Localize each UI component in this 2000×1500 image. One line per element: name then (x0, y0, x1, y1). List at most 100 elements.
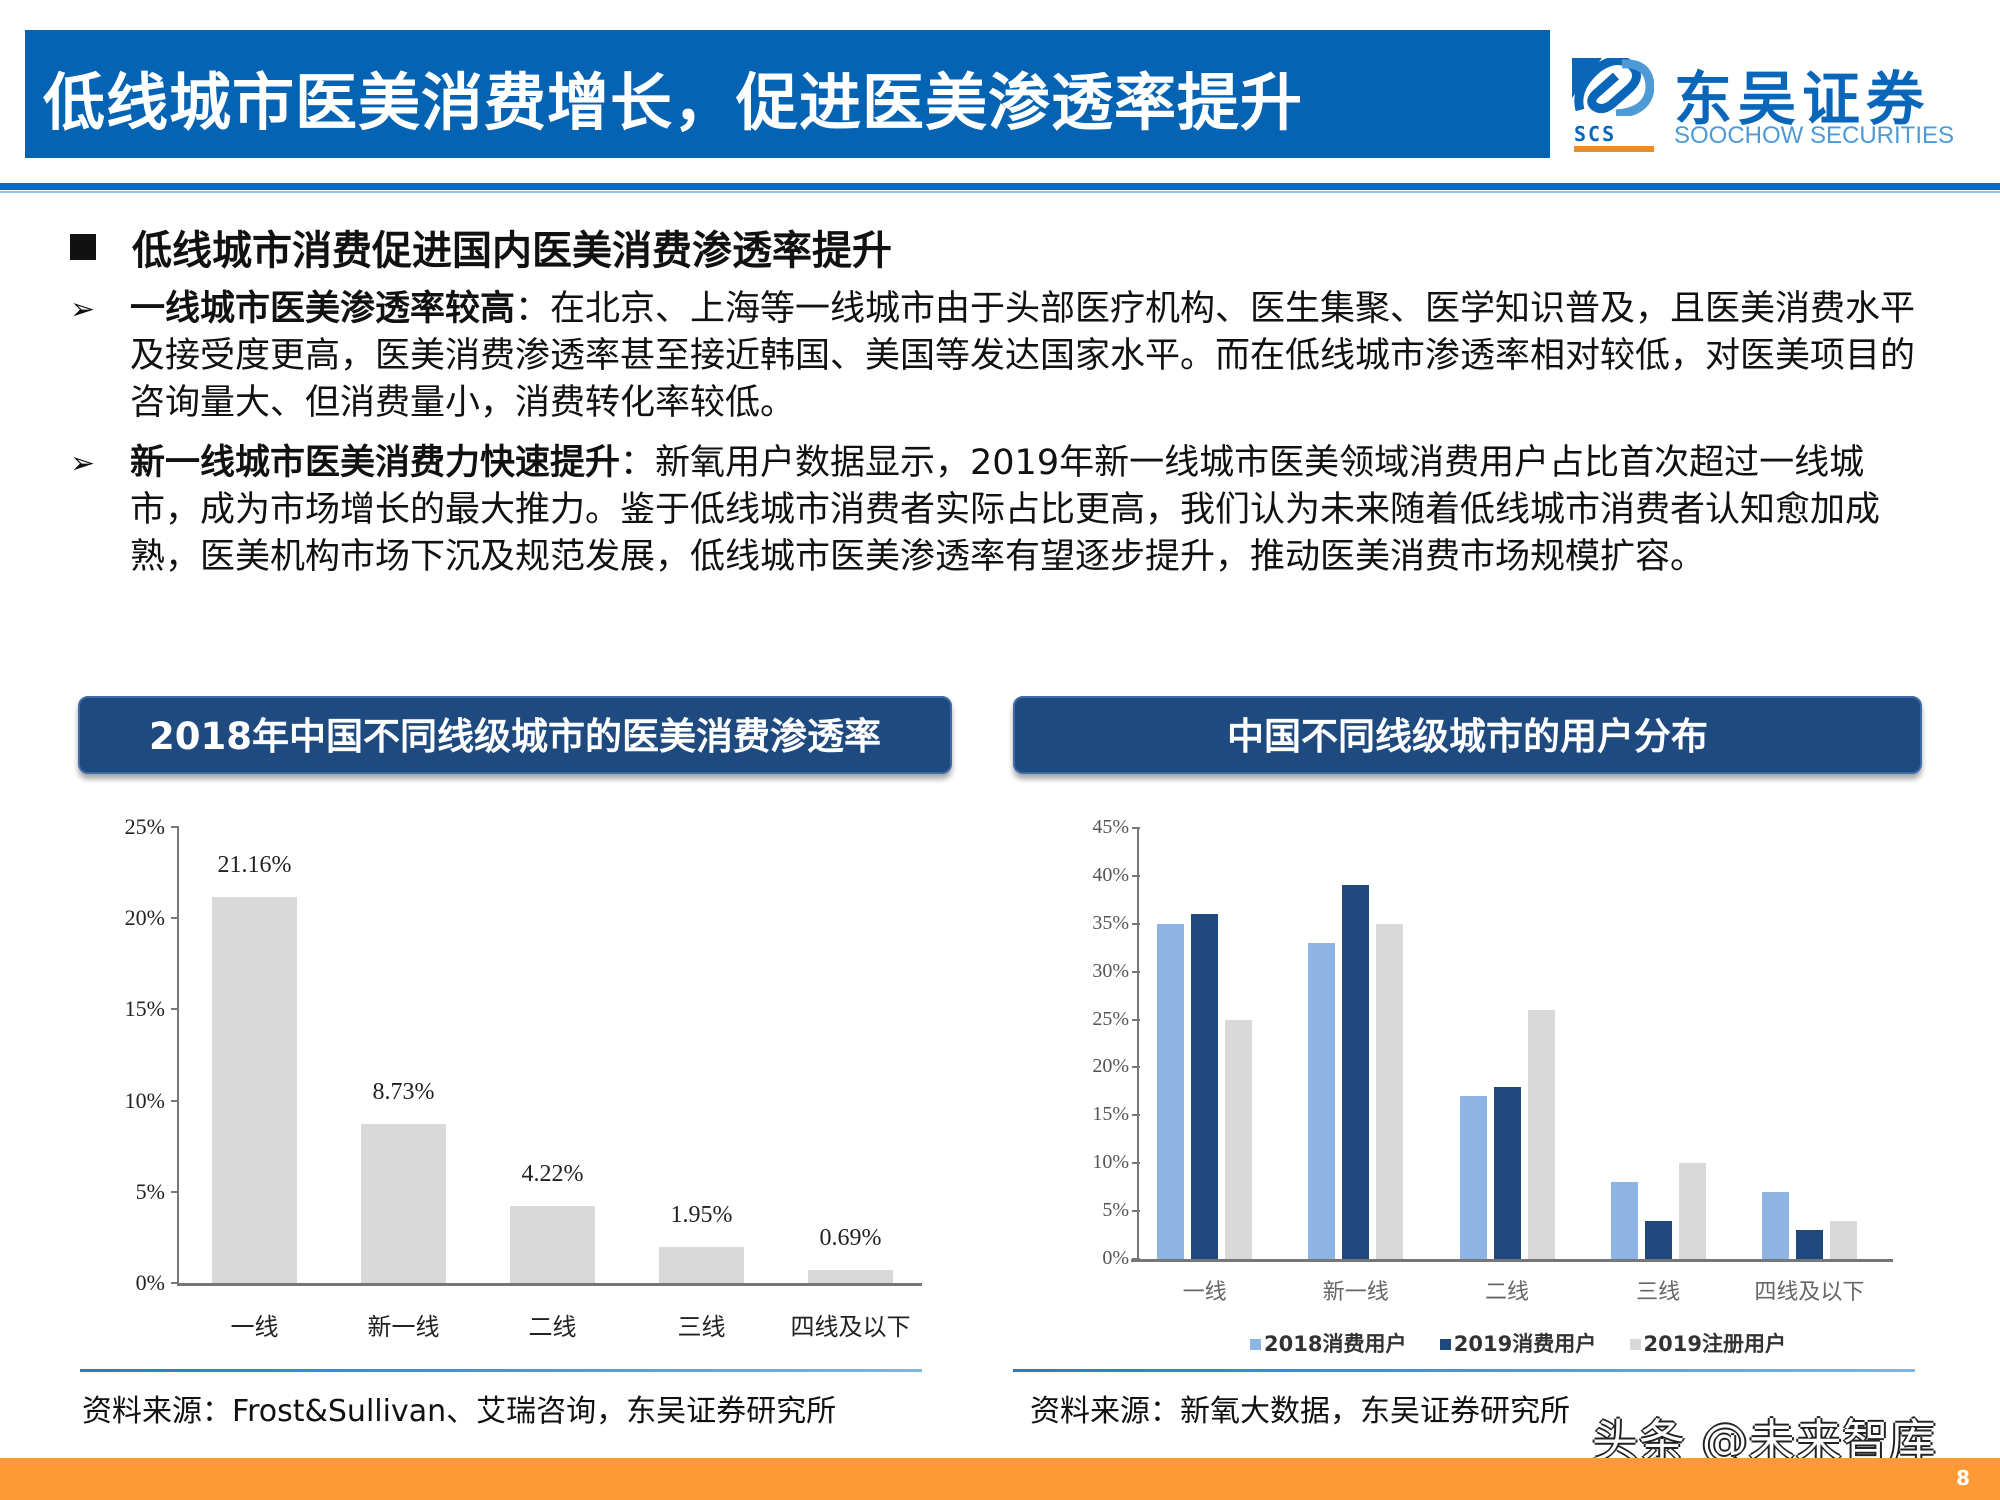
bullet-title: 一线城市医美渗透率较高 (130, 289, 516, 329)
logo-english-name: SOOCHOW SECURITIES (1674, 122, 1955, 149)
data-label: 21.16% (217, 852, 292, 879)
header-divider (0, 183, 2000, 190)
y-tick (1132, 1114, 1140, 1117)
bullet-item: ➢ 一线城市医美渗透率较高：在北京、上海等一线城市由于头部医疗机构、医生集聚、医… (70, 286, 1930, 427)
y-tick (1132, 874, 1140, 877)
y-tick-label: 0% (135, 1270, 165, 1295)
x-category-label: 二线 (528, 1313, 577, 1341)
data-label: 0.69% (819, 1225, 882, 1252)
right-chart-title: 中国不同线级城市的用户分布 (1013, 696, 1922, 774)
logo-chinese-name: 东吴证券 (1674, 65, 1931, 133)
y-tick-label: 10% (1092, 1151, 1129, 1174)
y-tick (1132, 827, 1140, 829)
bar (1493, 1086, 1521, 1259)
penetration-rate-chart: 0% 5% 10% 15% 20% 25% 21.16% 一线 8.73% 新一线 4.22% 二线 1… (0, 0, 1000, 1400)
page-number: 8 (1956, 1466, 1970, 1490)
bar (808, 1270, 893, 1283)
y-tick (171, 1008, 179, 1011)
x-category-label: 一线 (1182, 1280, 1227, 1305)
legend-label: 2019消费用户 (1453, 1332, 1597, 1356)
bullet-text: ：在北京、上海等一线城市由于头部医疗机构、医生集聚、医学知识普及，且医美消费水平… (130, 289, 1916, 423)
y-tick-label: 0% (1102, 1247, 1129, 1269)
y-tick-label: 25% (1092, 1007, 1129, 1030)
bar (1644, 1220, 1672, 1259)
y-tick-label: 5% (1102, 1199, 1129, 1222)
y-tick-label: 45% (1092, 816, 1129, 838)
legend-item: 2019消费用户 (1439, 1328, 1597, 1358)
arrow-bullet-icon: ➢ (70, 446, 96, 481)
x-axis (177, 1283, 922, 1286)
y-tick (1132, 1210, 1140, 1213)
y-tick (171, 1282, 179, 1284)
data-label: 8.73% (372, 1078, 435, 1105)
bar (1795, 1230, 1823, 1259)
y-tick (1132, 922, 1140, 925)
y-tick-label: 25% (124, 814, 165, 839)
y-tick (1132, 1258, 1140, 1260)
bar (1157, 923, 1185, 1259)
y-tick-label: 40% (1092, 863, 1129, 886)
scs-logo-icon (1572, 58, 1654, 116)
bar (659, 1247, 744, 1283)
arrow-bullet-icon: ➢ (70, 292, 96, 327)
left-chart-source: 资料来源：Frost&Sullivan、艾瑞咨询，东吴证券研究所 (82, 1394, 837, 1429)
x-axis (1131, 1259, 1893, 1262)
x-category-label: 三线 (1636, 1280, 1681, 1305)
bar (1761, 1191, 1789, 1259)
company-logo: 东吴证券 SCS SOOCHOW SECURITIES (1572, 52, 1972, 152)
x-category-label: 一线 (230, 1313, 279, 1341)
section-heading: 低线城市消费促进国内医美消费渗透率提升 (70, 218, 892, 276)
y-tick (171, 1190, 179, 1193)
bullet-body: 新一线城市医美消费力快速提升：新氧用户数据显示，2019年新一线城市医美领域消费… (130, 440, 1930, 581)
footer-bar: 8 (0, 1458, 2000, 1500)
x-category-label: 二线 (1484, 1280, 1529, 1305)
chart-legend: 2018消费用户 2019消费用户 2019注册用户 (1250, 1328, 1812, 1358)
y-tick (171, 917, 179, 920)
y-axis (1137, 828, 1139, 1261)
data-label: 4.22% (521, 1161, 584, 1188)
bar (1342, 885, 1370, 1259)
legend-swatch (1439, 1339, 1451, 1350)
bullet-text: ：新氧用户数据显示，2019年新一线城市医美领域消费用户占比首次超过一线城市，成… (130, 443, 1881, 577)
y-tick (171, 826, 179, 828)
data-label: 1.95% (670, 1202, 733, 1229)
title-bar: 低线城市医美消费增长，促进医美渗透率提升 (25, 30, 1550, 158)
logo-abbreviation: SCS (1574, 122, 1617, 146)
x-category-label: 新一线 (367, 1313, 440, 1341)
bar (1308, 942, 1336, 1259)
source-divider (1013, 1369, 1915, 1372)
y-tick (1132, 1018, 1140, 1021)
page-title: 低线城市医美消费增长，促进医美渗透率提升 (43, 66, 1304, 139)
y-tick-label: 35% (1092, 911, 1129, 934)
y-tick (171, 1099, 179, 1102)
x-category-label: 新一线 (1322, 1280, 1389, 1305)
logo-accent-bar (1574, 146, 1654, 152)
bar (1610, 1182, 1638, 1259)
right-chart-source: 资料来源：新氧大数据，东吴证券研究所 (1030, 1394, 1570, 1429)
legend-label: 2019注册用户 (1643, 1332, 1786, 1356)
user-distribution-chart: 0% 5% 10% 15% 20% 25% 30% 35% 40% 45% 一线 新一线 二线 三线 四线及… (1092, 816, 1893, 1305)
bar (1527, 1009, 1555, 1259)
bar (1191, 914, 1219, 1259)
bullet-item: ➢ 新一线城市医美消费力快速提升：新氧用户数据显示，2019年新一线城市医美领域… (70, 440, 1930, 581)
bar (1376, 923, 1404, 1259)
y-axis (177, 827, 179, 1285)
y-tick-label: 5% (135, 1178, 165, 1204)
y-tick (1132, 1066, 1140, 1069)
x-category-label: 四线及以下 (1754, 1280, 1865, 1305)
bullet-title: 新一线城市医美消费力快速提升 (130, 443, 621, 483)
y-tick-label: 20% (124, 905, 165, 931)
y-tick (1132, 970, 1140, 973)
y-tick-label: 30% (1092, 959, 1129, 982)
bar (1459, 1096, 1487, 1259)
square-bullet-icon (70, 234, 96, 260)
legend-label: 2018消费用户 (1264, 1332, 1407, 1356)
bullet-body: 一线城市医美渗透率较高：在北京、上海等一线城市由于头部医疗机构、医生集聚、医学知… (130, 286, 1930, 427)
y-tick (1132, 1162, 1140, 1165)
legend-item: 2019注册用户 (1629, 1328, 1786, 1358)
x-category-label: 四线及以下 (790, 1313, 911, 1341)
legend-swatch (1250, 1339, 1261, 1350)
left-chart-title: 2018年中国不同线级城市的医美消费渗透率 (78, 696, 952, 774)
y-tick-label: 20% (1092, 1055, 1129, 1078)
legend-swatch (1629, 1339, 1641, 1350)
